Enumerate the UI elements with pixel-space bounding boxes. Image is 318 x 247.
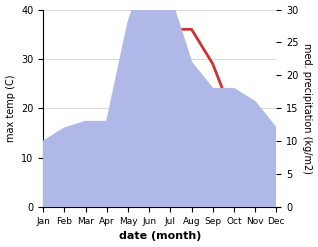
Y-axis label: max temp (C): max temp (C) <box>5 75 16 142</box>
Y-axis label: med. precipitation (kg/m2): med. precipitation (kg/m2) <box>302 43 313 174</box>
X-axis label: date (month): date (month) <box>119 231 201 242</box>
